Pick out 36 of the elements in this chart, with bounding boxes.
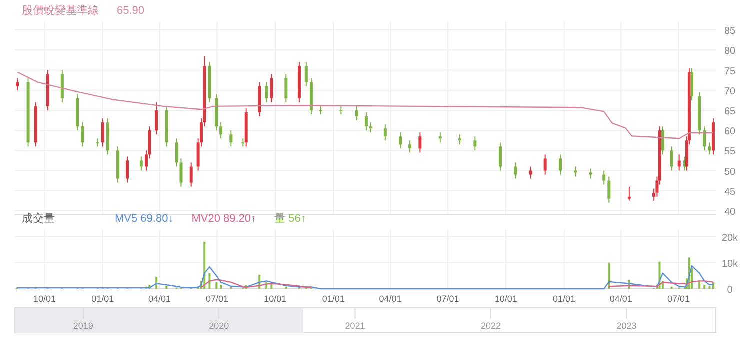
text: MV5 69.80↓: [115, 213, 174, 225]
x-tick-label: 07/01: [667, 294, 690, 304]
x-tick-label: 04/01: [379, 294, 402, 304]
x-tick-label: 04/01: [610, 294, 632, 304]
x-tick-label: 10/01: [33, 294, 56, 304]
text: 股價蛻變基準線: [22, 4, 99, 17]
x-tick-label: 07/01: [436, 294, 460, 304]
x2-tick-label: 2019: [73, 321, 94, 331]
x2-tick-label: 2023: [616, 321, 637, 331]
x-tick-label: 01/01: [322, 294, 345, 304]
text: 65.90: [117, 5, 145, 17]
y-tick-label: 10k: [722, 258, 740, 270]
y-tick-label: 45: [724, 186, 736, 198]
y-tick-label: 0: [727, 285, 734, 296]
y-tick-label: 85: [724, 26, 736, 38]
x2-tick-label: 2022: [480, 321, 502, 331]
text: MV20 89.20↑: [192, 213, 257, 225]
y-tick-label: 40: [724, 206, 736, 218]
x2-tick-label: 2020: [209, 321, 230, 331]
x-tick-label: 10/01: [494, 294, 518, 304]
x2-tick-label: 2021: [345, 321, 366, 331]
y-tick-label: 75: [724, 66, 736, 78]
x-tick-label: 07/01: [206, 294, 229, 304]
x-tick-label: 04/01: [148, 294, 172, 304]
x-tick-label: 01/01: [92, 294, 114, 304]
y-tick-label: 60: [724, 126, 736, 138]
y-tick-label: 70: [724, 86, 736, 98]
x-tick-label: 01/01: [553, 294, 576, 304]
y-tick-label: 55: [724, 146, 736, 158]
text: 量 56↑: [274, 213, 306, 225]
y-tick-label: 50: [724, 166, 736, 178]
y-tick-label: 65: [724, 106, 736, 118]
y-tick-label: 80: [724, 46, 736, 58]
chart-title: 成交量: [22, 212, 55, 225]
y-tick-label: 20k: [722, 232, 740, 244]
x-tick-label: 10/01: [264, 294, 287, 304]
